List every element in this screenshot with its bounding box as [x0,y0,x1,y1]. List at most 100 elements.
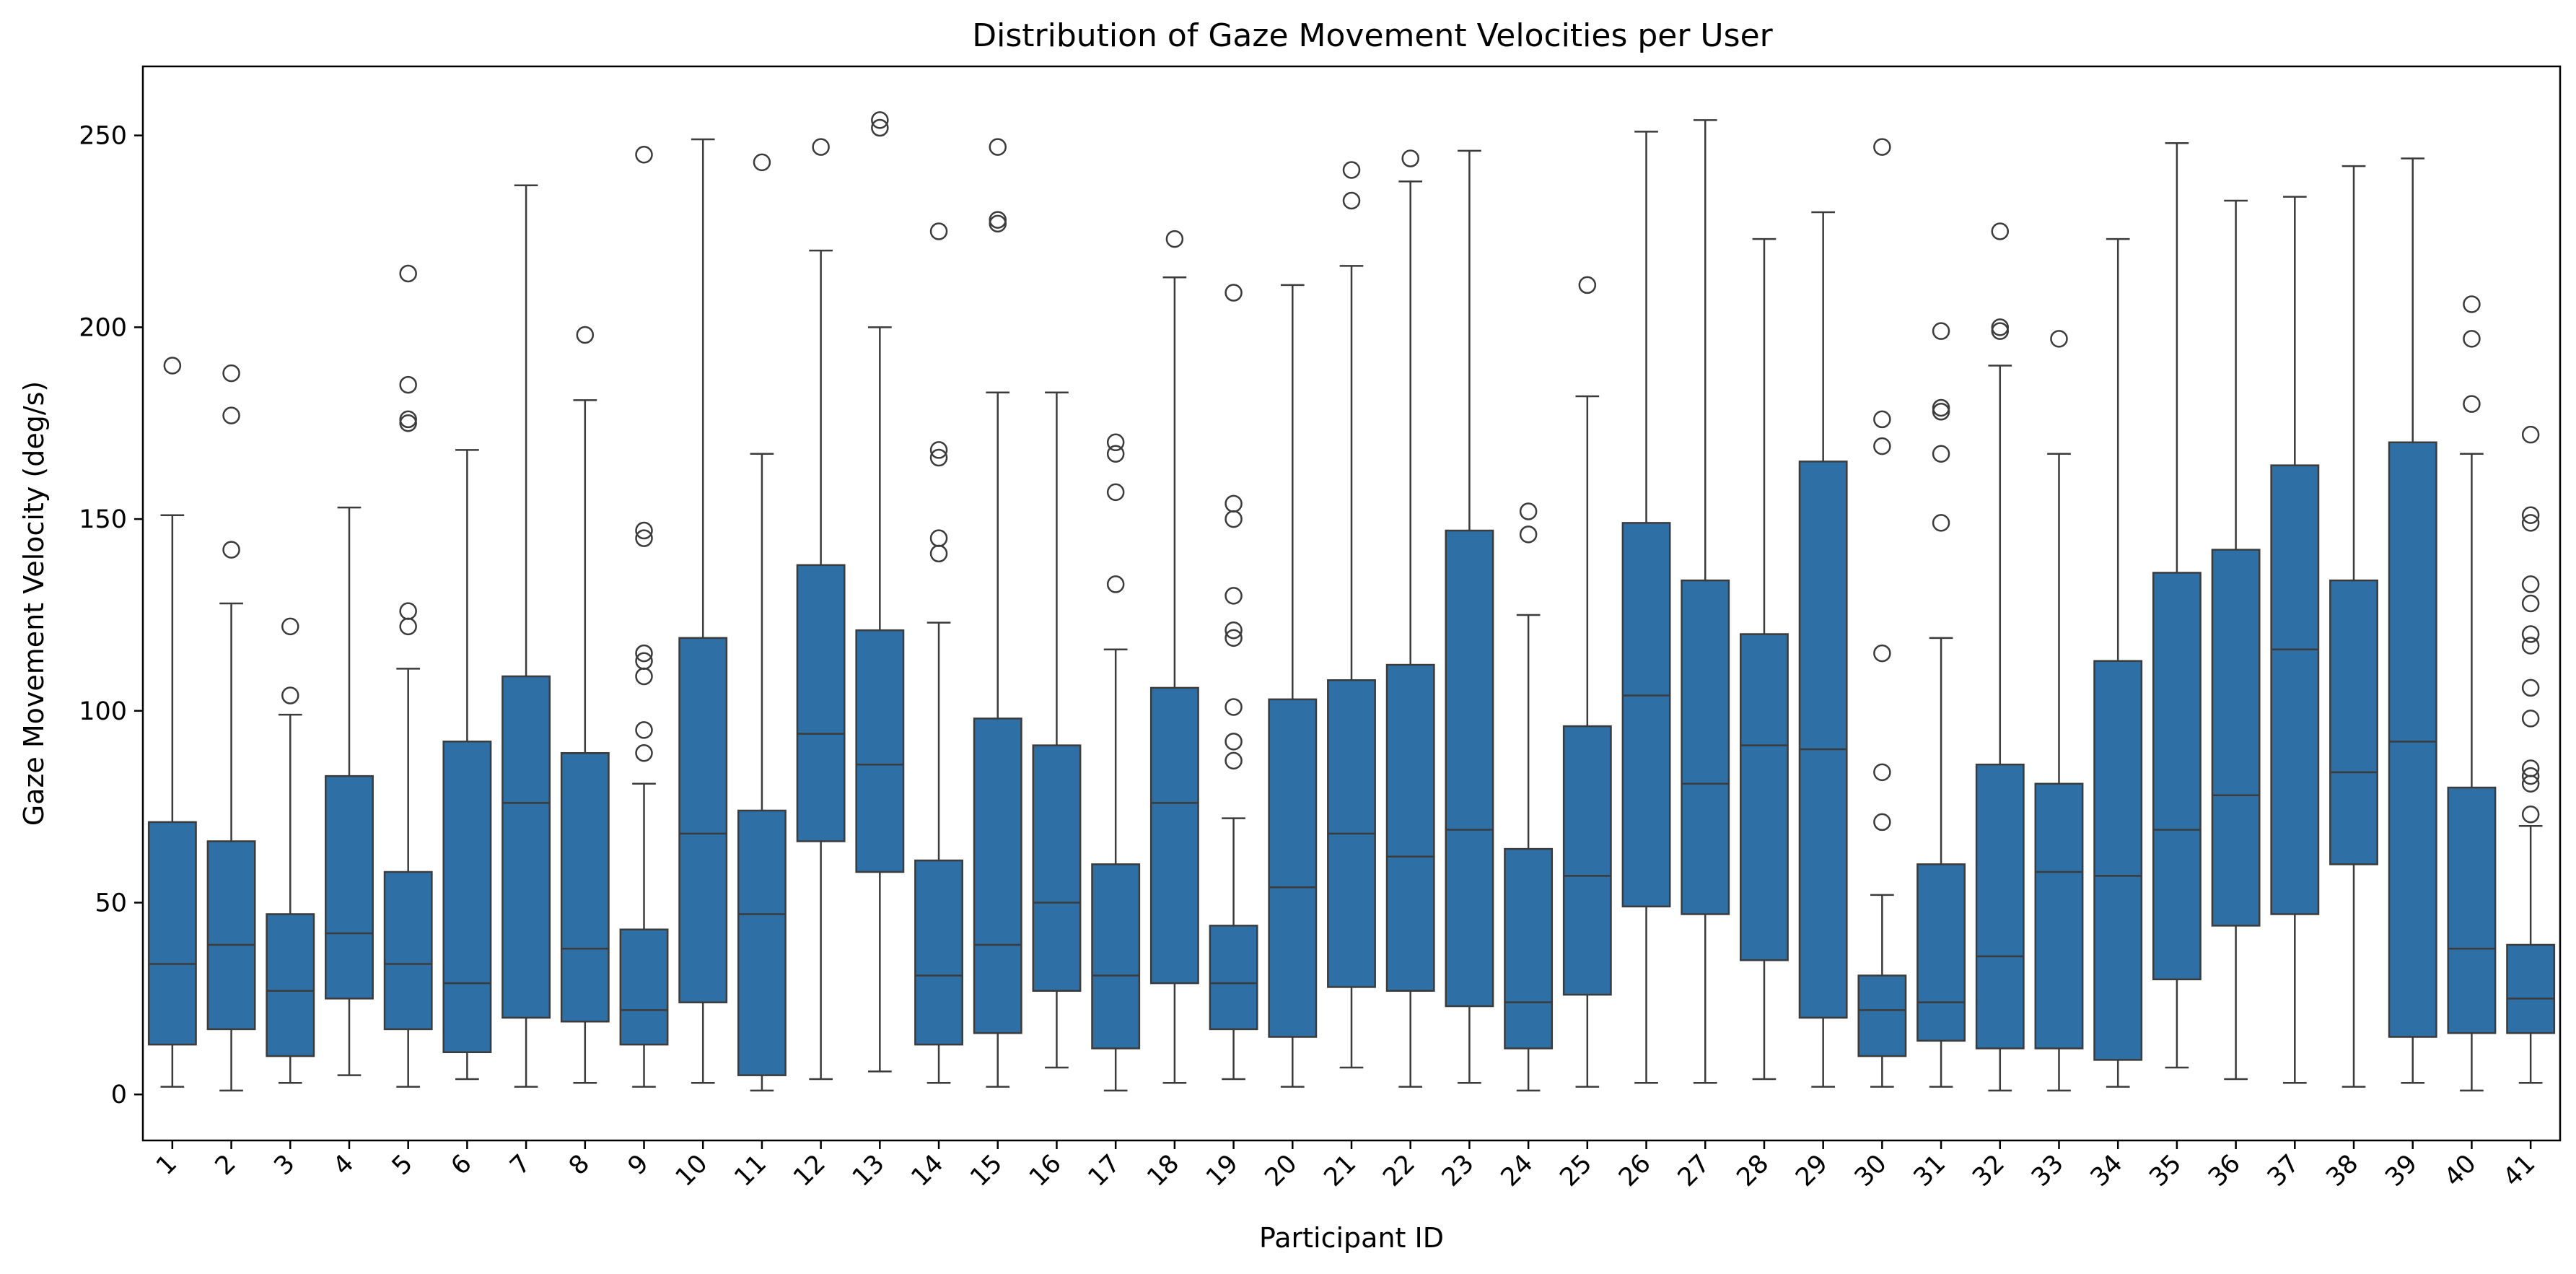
outlier-point [576,326,595,344]
x-axis: 1 2 3 4 5 6 7 8 9 10 11 12 13 14 15 16 17 18 19 20 21 22 23 24 2… [151,1140,2541,1192]
outlier-point [1225,510,1243,528]
outlier-point [635,721,653,739]
outlier-point [1519,502,1538,520]
iqr-box [2270,464,2320,915]
outlier-point [989,214,1007,233]
x-tick-label: 16 [1024,1149,1067,1192]
box-group-40 [2447,295,2497,1092]
box-group-14 [914,222,963,1084]
outlier-point [2463,395,2481,413]
x-tick-label: 10 [670,1149,714,1192]
iqr-box [2447,786,2497,1034]
outlier-point [1932,322,1950,340]
iqr-box [1621,522,1671,908]
box-group-22 [1385,149,1435,1088]
box-group-5 [383,264,433,1088]
box-group-39 [2388,157,2437,1084]
outlier-point [2521,514,2540,532]
outlier-point [635,744,653,762]
x-tick-label: 38 [2321,1149,2365,1192]
y-axis-label: Gaze Movement Velocity (deg/s) [18,381,50,826]
outlier-point [222,364,240,383]
x-tick-label: 25 [1554,1149,1598,1192]
iqr-box [2093,660,2143,1061]
outlier-point [929,448,948,467]
outlier-point [1225,621,1243,640]
iqr-box [855,629,905,873]
outlier-point [2521,575,2540,593]
x-tick-label: 41 [2498,1149,2541,1192]
iqr-box [560,752,610,1023]
iqr-box [383,871,433,1031]
x-tick-label: 32 [1967,1149,2010,1192]
box-group-29 [1798,211,1848,1088]
box-group-17 [1091,433,1141,1092]
iqr-box [1681,579,1730,915]
outlier-point [399,375,417,394]
outlier-point [399,410,417,429]
iqr-box [147,821,197,1046]
outlier-point [1873,644,1891,663]
x-tick-label: 15 [965,1149,1008,1192]
x-tick-label: 1 [151,1149,183,1181]
x-tick-label: 11 [730,1149,773,1192]
x-tick-label: 39 [2380,1149,2423,1192]
x-tick-label: 6 [446,1149,478,1181]
x-tick-label: 20 [1260,1149,1303,1192]
x-tick-label: 29 [1790,1149,1834,1192]
outlier-point [929,441,948,459]
box-group-23 [1445,149,1494,1084]
iqr-box [442,741,492,1054]
iqr-box [973,717,1022,1034]
outlier-point [812,138,830,156]
box-group-13 [855,111,905,1073]
box-group-28 [1740,237,1789,1081]
box-group-4 [325,506,374,1076]
outlier-point [281,617,299,636]
outlier-point [1873,437,1891,455]
box-group-26 [1621,131,1671,1084]
iqr-box [266,913,315,1057]
outlier-point [635,667,653,686]
outlier-point [929,222,948,240]
outlier-point [1991,318,2010,336]
outlier-point [1873,813,1891,832]
iqr-box [796,564,846,842]
y-tick-label: 0 [111,1081,127,1109]
outlier-point [2521,506,2540,525]
outlier-point [635,644,653,663]
iqr-box [1562,725,1612,996]
box-group-21 [1327,161,1376,1069]
outlier-point [1106,445,1125,463]
x-tick-label: 13 [847,1149,890,1192]
outlier-point [281,686,299,704]
outlier-point [2463,330,2481,348]
iqr-box [1268,698,1318,1038]
x-tick-label: 28 [1732,1149,1775,1192]
outlier-point [2521,710,2540,728]
x-tick-label: 21 [1319,1149,1362,1192]
x-tick-label: 7 [504,1149,536,1181]
outlier-point [1225,629,1243,647]
iqr-box [1740,633,1789,961]
box-group-19 [1209,284,1258,1081]
x-tick-label: 3 [269,1149,301,1181]
outlier-point [399,617,417,636]
box-group-35 [2152,142,2202,1069]
iqr-box [1916,863,1966,1042]
y-tick-label: 150 [79,505,127,534]
outlier-point [1873,763,1891,782]
iqr-box [2152,572,2202,981]
outlier-point [1106,575,1125,593]
outlier-point [1578,276,1597,294]
outlier-point [753,153,771,172]
iqr-box [2388,441,2437,1038]
x-tick-label: 40 [2439,1149,2482,1192]
box-group-31 [1916,322,1966,1088]
x-tick-label: 19 [1201,1149,1244,1192]
outlier-point [2521,759,2540,777]
outlier-point [1225,751,1243,770]
outlier-point [1932,445,1950,463]
outlier-point [1991,322,2010,340]
x-tick-label: 8 [564,1149,595,1181]
